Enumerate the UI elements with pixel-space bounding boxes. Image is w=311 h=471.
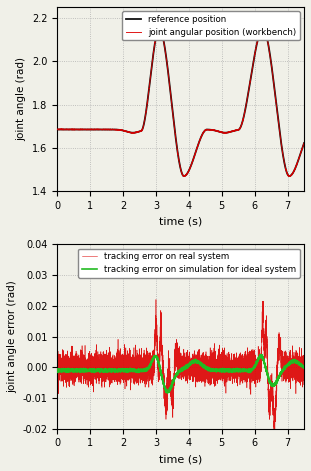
tracking error on real system: [108, 370, 112, 375]
reference position: [55, 127, 59, 132]
joint angular position (workbench): [287, 174, 291, 179]
reference position: [287, 173, 291, 179]
Line: reference position: reference position: [57, 29, 304, 176]
X-axis label: time (s): time (s): [159, 217, 202, 227]
joint angular position (workbench): [261, 25, 265, 31]
reference position: [302, 140, 306, 146]
reference position: [250, 71, 253, 76]
tracking error on simulation for ideal system: [148, 364, 151, 369]
tracking error on simulation for ideal system: [250, 366, 253, 372]
Line: joint angular position (workbench): joint angular position (workbench): [57, 28, 304, 177]
reference position: [105, 127, 109, 132]
tracking error on real system: [105, 359, 109, 365]
reference position: [108, 127, 112, 132]
Y-axis label: joint angle error (rad): joint angle error (rad): [7, 280, 17, 393]
joint angular position (workbench): [105, 126, 109, 132]
joint angular position (workbench): [55, 127, 59, 132]
joint angular position (workbench): [108, 127, 112, 132]
tracking error on real system: [250, 367, 253, 373]
joint angular position (workbench): [215, 128, 218, 134]
tracking error on simulation for ideal system: [108, 366, 112, 372]
Y-axis label: joint angle (rad): joint angle (rad): [16, 57, 26, 141]
Line: tracking error on simulation for ideal system: tracking error on simulation for ideal s…: [57, 355, 304, 393]
Legend: tracking error on real system, tracking error on simulation for ideal system: tracking error on real system, tracking …: [78, 249, 300, 278]
joint angular position (workbench): [302, 140, 306, 146]
Legend: reference position, joint angular position (workbench): reference position, joint angular positi…: [122, 11, 300, 41]
joint angular position (workbench): [250, 70, 253, 76]
tracking error on real system: [55, 357, 59, 362]
tracking error on simulation for ideal system: [302, 365, 306, 371]
tracking error on simulation for ideal system: [260, 352, 264, 357]
tracking error on real system: [148, 359, 151, 365]
reference position: [261, 26, 265, 32]
joint angular position (workbench): [301, 142, 305, 148]
tracking error on simulation for ideal system: [301, 364, 305, 369]
tracking error on simulation for ideal system: [55, 368, 59, 374]
tracking error on simulation for ideal system: [166, 390, 169, 396]
tracking error on real system: [154, 297, 158, 302]
reference position: [301, 143, 305, 148]
tracking error on real system: [301, 370, 305, 376]
X-axis label: time (s): time (s): [159, 454, 202, 464]
reference position: [215, 128, 218, 134]
tracking error on real system: [302, 366, 306, 372]
joint angular position (workbench): [148, 81, 151, 87]
Line: tracking error on real system: tracking error on real system: [57, 300, 304, 439]
tracking error on simulation for ideal system: [215, 368, 218, 374]
tracking error on simulation for ideal system: [105, 368, 109, 374]
reference position: [148, 81, 151, 87]
tracking error on real system: [215, 366, 218, 372]
tracking error on real system: [272, 436, 276, 441]
